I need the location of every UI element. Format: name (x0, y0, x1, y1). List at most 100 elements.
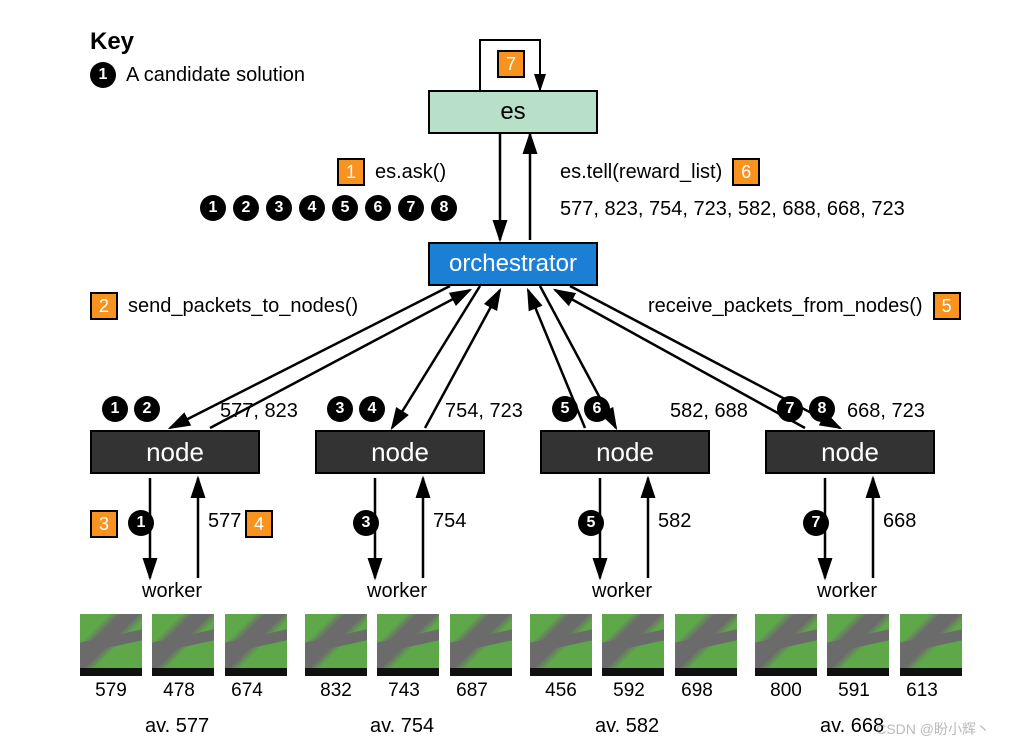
node2-in: 3 4 (327, 396, 385, 422)
thumb-val: 591 (823, 680, 885, 702)
step-1: 1 (337, 158, 365, 186)
thumb-val: 613 (891, 680, 953, 702)
sim-thumb (827, 614, 889, 676)
candidate-circle: 7 (398, 195, 424, 221)
node4-avg: av. 668 (820, 715, 884, 738)
candidate-circle: 8 (809, 396, 835, 422)
step-3: 3 (90, 510, 118, 538)
candidate-circle: 2 (134, 396, 160, 422)
orchestrator-label: orchestrator (449, 250, 577, 278)
thumb-val: 478 (148, 680, 210, 702)
es-tell-row: es.tell(reward_list) 6 (560, 158, 760, 186)
step-4: 4 (245, 510, 273, 538)
send-label: send_packets_to_nodes() (128, 295, 358, 318)
candidate-circle: 5 (552, 396, 578, 422)
sim-thumb (675, 614, 737, 676)
candidate-circle: 4 (299, 195, 325, 221)
sim-thumb (377, 614, 439, 676)
node-label: node (596, 437, 654, 468)
es-label: es (500, 98, 525, 126)
node-label: node (371, 437, 429, 468)
step-7: 7 (497, 50, 525, 78)
worker-label: worker (592, 580, 652, 603)
candidate-circle: 4 (359, 396, 385, 422)
node2-vals: 832 743 687 (305, 680, 503, 702)
node1-rewards: 577, 823 (220, 400, 298, 423)
es-tell-label: es.tell(reward_list) (560, 161, 722, 184)
thumb-val: 698 (666, 680, 728, 702)
candidate-circle: 5 (332, 195, 358, 221)
candidate-circle: 3 (266, 195, 292, 221)
step-5: 5 (933, 292, 961, 320)
candidate-circle: 6 (365, 195, 391, 221)
key-title: Key (90, 28, 134, 56)
node1-box: node (90, 430, 260, 474)
node4-in: 7 8 (777, 396, 835, 422)
es-ask-row: 1 es.ask() (337, 158, 446, 186)
candidate-circle: 1 (200, 195, 226, 221)
thumb-val: 592 (598, 680, 660, 702)
thumb-val: 579 (80, 680, 142, 702)
node1-worker-up: 577 (208, 510, 241, 533)
es-box: es (428, 90, 598, 134)
sim-thumb (602, 614, 664, 676)
sim-thumb (80, 614, 142, 676)
orchestrator-box: orchestrator (428, 242, 598, 286)
node2-rewards: 754, 723 (445, 400, 523, 423)
reward-list: 577, 823, 754, 723, 582, 688, 668, 723 (560, 198, 905, 221)
sim-thumb (900, 614, 962, 676)
thumb-val: 832 (305, 680, 367, 702)
thumb-val: 800 (755, 680, 817, 702)
worker-candidate: 3 (353, 510, 379, 536)
worker-candidate: 1 (128, 510, 154, 536)
worker-candidate: 7 (803, 510, 829, 536)
sim-thumb (225, 614, 287, 676)
key-legend-text: A candidate solution (126, 64, 305, 87)
node4-box: node (765, 430, 935, 474)
candidate-circle: 1 (102, 396, 128, 422)
send-row: 2 send_packets_to_nodes() (90, 292, 358, 320)
thumb-val: 687 (441, 680, 503, 702)
recv-label: receive_packets_from_nodes() (648, 295, 923, 318)
node3-vals: 456 592 698 (530, 680, 728, 702)
node2-box: node (315, 430, 485, 474)
node4-worker-up: 668 (883, 510, 916, 533)
key-circle-icon: 1 (90, 62, 116, 88)
node1-vals: 579 478 674 (80, 680, 278, 702)
node3-box: node (540, 430, 710, 474)
sim-thumb (152, 614, 214, 676)
candidate-circle: 8 (431, 195, 457, 221)
worker-label: worker (367, 580, 427, 603)
thumb-val: 743 (373, 680, 435, 702)
step-6: 6 (732, 158, 760, 186)
node1-avg: av. 577 (145, 715, 209, 738)
candidate-circle: 6 (584, 396, 610, 422)
worker-label: worker (817, 580, 877, 603)
node-label: node (821, 437, 879, 468)
thumb-val: 456 (530, 680, 592, 702)
node3-thumbs (530, 614, 743, 681)
node3-avg: av. 582 (595, 715, 659, 738)
node3-in: 5 6 (552, 396, 610, 422)
recv-row: receive_packets_from_nodes() 5 (648, 292, 961, 320)
sim-thumb (305, 614, 367, 676)
node2-avg: av. 754 (370, 715, 434, 738)
key-legend: 1 A candidate solution (90, 62, 305, 88)
es-ask-label: es.ask() (375, 161, 446, 184)
node3-rewards: 582, 688 (670, 400, 748, 423)
node2-worker-up: 754 (433, 510, 466, 533)
node4-rewards: 668, 723 (847, 400, 925, 423)
node-label: node (146, 437, 204, 468)
node2-thumbs (305, 614, 518, 681)
node4-thumbs (755, 614, 968, 681)
node4-vals: 800 591 613 (755, 680, 953, 702)
worker-candidate: 5 (578, 510, 604, 536)
sim-thumb (450, 614, 512, 676)
step-2: 2 (90, 292, 118, 320)
thumb-val: 674 (216, 680, 278, 702)
sim-thumb (530, 614, 592, 676)
candidates-row: 1 2 3 4 5 6 7 8 (200, 195, 457, 221)
candidate-circle: 7 (777, 396, 803, 422)
node1-thumbs (80, 614, 293, 681)
watermark: CSDN @盼小辉丶 (876, 719, 990, 739)
